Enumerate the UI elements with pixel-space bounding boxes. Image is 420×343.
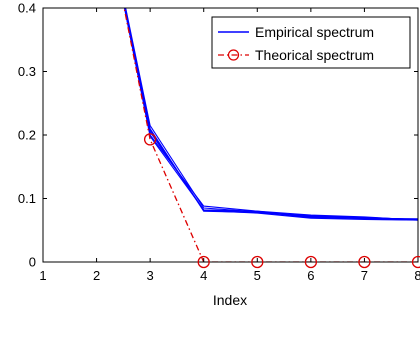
theorical-marker-6 [304, 255, 318, 269]
empirical-spectrum-line-6 [124, 8, 418, 221]
x-tick-label-1: 1 [39, 268, 46, 283]
y-tick-label-0.2: 0.2 [18, 128, 36, 143]
y-tick-label-0.3: 0.3 [18, 64, 36, 79]
y-tick-label-0.1: 0.1 [18, 191, 36, 206]
x-tick-label-6: 6 [307, 268, 314, 283]
x-tick-label-3: 3 [147, 268, 154, 283]
plot-area [123, 8, 418, 262]
x-tick-label-2: 2 [93, 268, 100, 283]
y-tick-label-0.4: 0.4 [18, 1, 36, 16]
empirical-spectrum-line-3 [125, 8, 418, 220]
legend-theorical-marker [227, 49, 240, 61]
x-tick-label-4: 4 [200, 268, 207, 283]
theorical-marker-8 [411, 255, 420, 269]
legend-empirical-label: Empirical spectrum [255, 24, 374, 40]
theorical-marker-3 [143, 133, 157, 146]
x-tick-label-7: 7 [361, 268, 368, 283]
legend-box [211, 16, 411, 69]
theorical-marker-4 [197, 255, 210, 269]
x-tick-label-5: 5 [254, 268, 261, 283]
theorical-markers [143, 133, 420, 269]
legend: Empirical spectrum Theorical spectrum [211, 16, 411, 69]
x-tick-label-8: 8 [414, 268, 420, 283]
theorical-marker-7 [358, 255, 371, 269]
legend-theorical-label: Theorical spectrum [255, 47, 374, 63]
axis-ticks: 1 2 3 4 5 6 7 8 0 0.1 0.2 0.3 0.4 [18, 1, 420, 284]
y-tick-label-0: 0 [29, 255, 36, 270]
x-axis-label: Index [213, 292, 247, 308]
theorical-marker-5 [251, 255, 264, 269]
